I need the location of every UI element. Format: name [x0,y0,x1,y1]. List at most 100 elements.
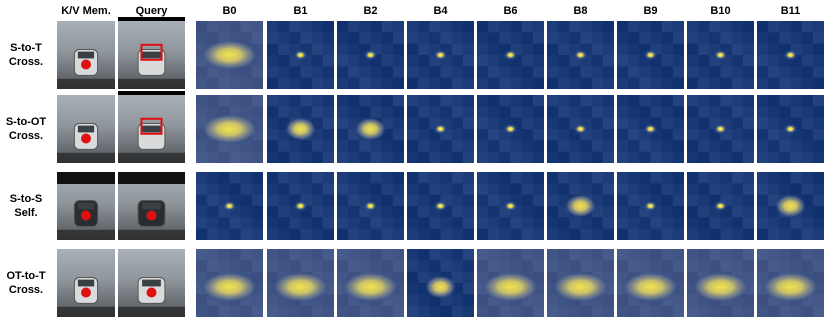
hood-shadow [118,152,185,163]
map-cell [440,183,452,195]
map-cell [207,140,219,152]
map-cell [569,43,581,55]
map-cell [499,249,511,261]
map-cell [602,260,614,272]
map-cell [462,43,474,55]
row-label: S-to-T [10,42,42,54]
map-cell [218,194,230,206]
map-cell [392,194,404,206]
map-cell [757,129,769,141]
map-cell [359,217,371,229]
map-cell [462,55,474,67]
map-cell [617,260,629,272]
map-cell [547,183,559,195]
map-cell [532,305,544,317]
map-cell [602,95,614,107]
map-cell [742,32,754,44]
map-cell [267,106,278,117]
map-cell [661,249,673,261]
map-cell [533,106,544,117]
map-cell [499,305,511,317]
map-cell [462,77,474,89]
map-cell [488,77,500,89]
map-cell [429,21,441,33]
map-cell [359,77,371,89]
map-cell [196,183,208,195]
map-cell [768,260,780,272]
map-cell [639,32,651,44]
map-cell [591,305,603,317]
map-cell [672,129,684,141]
map-cell [628,106,640,118]
car-window [77,125,95,133]
hood-shadow [57,229,115,240]
map-cell [196,260,208,272]
map-cell [418,172,430,184]
column-header: B2 [363,5,377,17]
map-cell [477,32,489,44]
map-cell [359,66,371,78]
map-cell [267,44,278,55]
map-cell [348,172,360,184]
column-header: B8 [573,5,587,17]
column-header: B4 [433,5,448,17]
red-dot [81,59,91,70]
map-cell [418,118,429,129]
map-cell [617,117,629,129]
red-dot [81,210,91,221]
map-cell [499,183,511,195]
map-cell [602,217,614,229]
map-cell [381,172,393,184]
map-cell [709,217,721,229]
map-cell [251,183,263,195]
map-cell [429,260,440,271]
map-cell [477,217,489,229]
map-cell [731,228,743,240]
map-cell [569,151,581,163]
map-cell [267,183,279,195]
map-cell [768,206,780,218]
map-cell [801,117,813,129]
map-cell [521,305,533,317]
map-cell [229,206,241,218]
attention-map [477,249,544,317]
map-cell [278,183,289,194]
attention-spot [774,194,807,218]
map-cell [392,217,404,229]
map-cell [510,260,522,272]
map-cell [477,151,489,163]
map-cell [477,305,489,317]
map-cell [709,117,721,129]
map-cell [687,305,699,317]
map-cell [779,183,791,195]
map-cell [732,152,743,163]
map-cell [650,140,662,152]
map-cell [429,172,441,184]
map-cell [602,106,614,118]
column-header: B10 [710,5,730,17]
attention-spot [690,271,751,303]
map-cell [812,66,824,78]
map-cell [779,21,791,33]
map-cell [337,106,349,118]
attention-map [196,21,263,89]
map-cell [207,228,219,240]
map-cell [218,217,230,229]
map-cell [499,66,511,78]
map-cell [477,66,489,78]
map-cell [687,151,699,163]
map-cell [709,151,721,163]
map-cell [429,55,441,67]
map-cell [418,294,430,306]
map-cell [591,260,603,272]
map-cell [462,172,474,184]
map-cell [569,21,581,33]
map-cell [267,217,279,229]
map-cell [603,229,614,240]
map-cell [742,151,754,163]
map-cell [602,43,614,55]
map-cell [289,32,301,44]
map-cell [392,95,404,107]
map-cell [532,129,544,141]
map-cell [278,249,289,260]
